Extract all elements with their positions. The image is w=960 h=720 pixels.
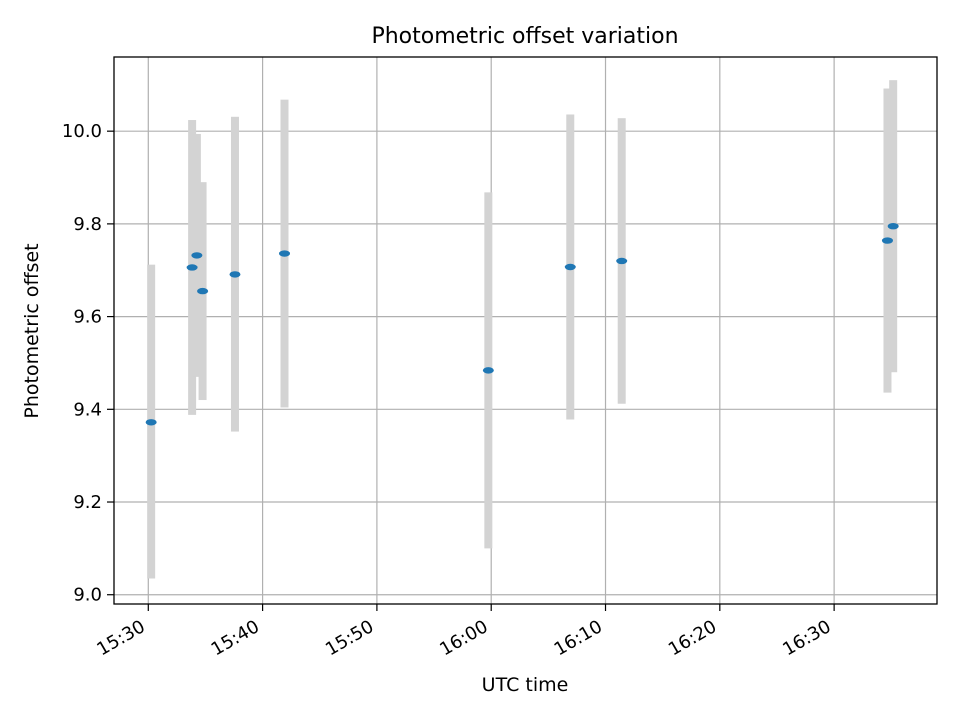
plot-frame: [113, 56, 938, 605]
data-point: [482, 367, 494, 374]
data-point: [616, 257, 628, 265]
y-tick-label: 9.8: [73, 214, 102, 235]
y-axis-label: Photometric offset: [21, 243, 43, 418]
data-point: [186, 264, 198, 271]
grid: [114, 57, 937, 604]
data-point: [881, 237, 893, 244]
x-axis-label: UTC time: [482, 674, 569, 696]
data-point: [197, 287, 209, 295]
data-point: [229, 271, 241, 278]
chart-title: Photometric offset variation: [371, 24, 678, 49]
y-tick-label: 9.4: [73, 399, 102, 420]
y-tick-label: 9.2: [73, 492, 102, 513]
data-point: [191, 252, 203, 259]
y-tick-label: 10.0: [62, 121, 102, 142]
data-point: [279, 250, 291, 257]
y-tick-label: 9.6: [73, 307, 102, 328]
data-points: [145, 222, 899, 426]
data-point: [145, 419, 157, 426]
data-point: [564, 263, 576, 271]
data-point: [887, 222, 899, 230]
y-tick-label: 9.0: [73, 585, 102, 606]
y-axis-ticks: 9.0 9.2 9.4 9.6 9.8 10.0: [62, 121, 114, 606]
